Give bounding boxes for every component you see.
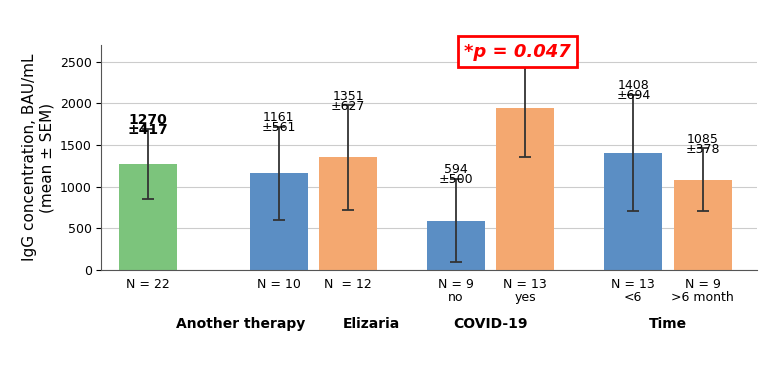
Text: ±561: ±561 [261,121,296,134]
Text: ±417: ±417 [127,123,168,137]
Text: N = 10: N = 10 [257,278,300,291]
Bar [427,220,485,270]
Text: 594: 594 [444,164,468,176]
Bar [250,173,307,270]
Text: Time: Time [649,316,687,331]
Bar [604,153,662,270]
Text: 1351: 1351 [332,90,364,103]
Text: 1270: 1270 [128,113,167,127]
Text: ±627: ±627 [331,100,365,112]
Text: COVID-19: COVID-19 [453,316,528,331]
Text: N = 13: N = 13 [612,278,655,291]
Text: *p = 0.047: *p = 0.047 [464,43,571,61]
Text: N  = 12: N = 12 [324,278,372,291]
Text: N = 9: N = 9 [685,278,721,291]
Bar [319,158,377,270]
Text: ±694: ±694 [616,89,651,102]
Text: N = 22: N = 22 [126,278,169,291]
Text: Elizaria: Elizaria [342,316,400,331]
Y-axis label: IgG concentration, BAU/mL
(mean ± SEM): IgG concentration, BAU/mL (mean ± SEM) [22,54,55,261]
Text: ±500: ±500 [438,173,473,186]
Text: ±378: ±378 [686,142,720,156]
Text: 1085: 1085 [686,133,718,146]
Bar [119,164,176,270]
Text: 1945: 1945 [509,43,541,56]
Text: 1408: 1408 [618,80,649,92]
Text: no: no [448,291,464,304]
Bar [674,180,732,270]
Text: ±591*: ±591* [505,53,546,66]
Text: <6: <6 [624,291,643,304]
Text: Another therapy: Another therapy [176,316,305,331]
Text: N = 9: N = 9 [438,278,474,291]
Text: N = 13: N = 13 [503,278,548,291]
Text: 1161: 1161 [263,111,294,124]
Text: yes: yes [515,291,536,304]
Text: >6 month: >6 month [672,291,734,304]
Bar [496,108,555,270]
